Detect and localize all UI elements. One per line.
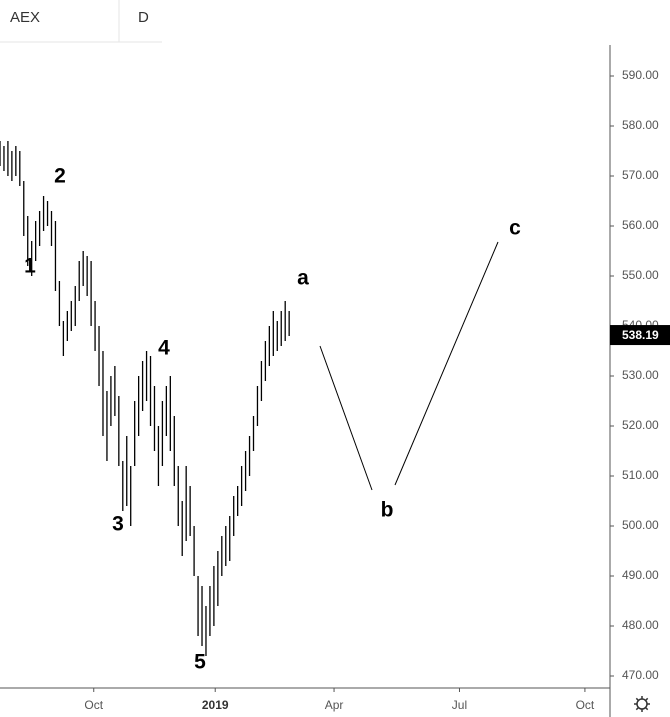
wave-label: a <box>297 267 309 290</box>
y-tick-label: 530.00 <box>622 368 659 382</box>
y-tick-label: 590.00 <box>622 68 659 82</box>
wave-label: c <box>509 217 521 240</box>
wave-label: 1 <box>24 255 36 278</box>
symbol[interactable]: AEX <box>10 9 40 26</box>
x-tick-label: Jul <box>452 698 467 712</box>
wave-label: 5 <box>194 651 206 674</box>
wave-label: 2 <box>54 165 66 188</box>
wave-label: 3 <box>112 513 124 536</box>
y-tick-label: 550.00 <box>622 268 659 282</box>
interval[interactable]: D <box>138 9 149 26</box>
x-tick-label: 2019 <box>202 698 229 712</box>
y-tick-label: 570.00 <box>622 168 659 182</box>
x-tick-label: Oct <box>576 698 595 712</box>
y-tick-label: 500.00 <box>622 518 659 532</box>
y-tick-label: 490.00 <box>622 568 659 582</box>
wave-label: 4 <box>158 337 170 360</box>
wave-label: b <box>381 499 394 522</box>
y-tick-label: 560.00 <box>622 218 659 232</box>
last-price-label: 538.19 <box>622 328 659 342</box>
wave-line <box>394 241 499 486</box>
y-tick-label: 580.00 <box>622 118 659 132</box>
x-tick-label: Oct <box>84 698 103 712</box>
last-price-box <box>610 325 670 346</box>
y-tick-label: 520.00 <box>622 418 659 432</box>
y-tick-label: 470.00 <box>622 668 659 682</box>
y-tick-label: 510.00 <box>622 468 659 482</box>
wave-line <box>319 345 373 491</box>
settings-icon[interactable] <box>634 696 650 712</box>
x-tick-label: Apr <box>325 698 344 712</box>
y-tick-label: 480.00 <box>622 618 659 632</box>
